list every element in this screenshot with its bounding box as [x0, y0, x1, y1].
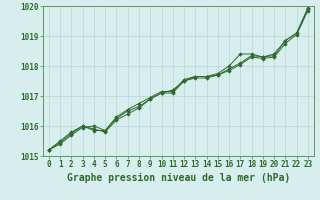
- X-axis label: Graphe pression niveau de la mer (hPa): Graphe pression niveau de la mer (hPa): [67, 173, 290, 183]
